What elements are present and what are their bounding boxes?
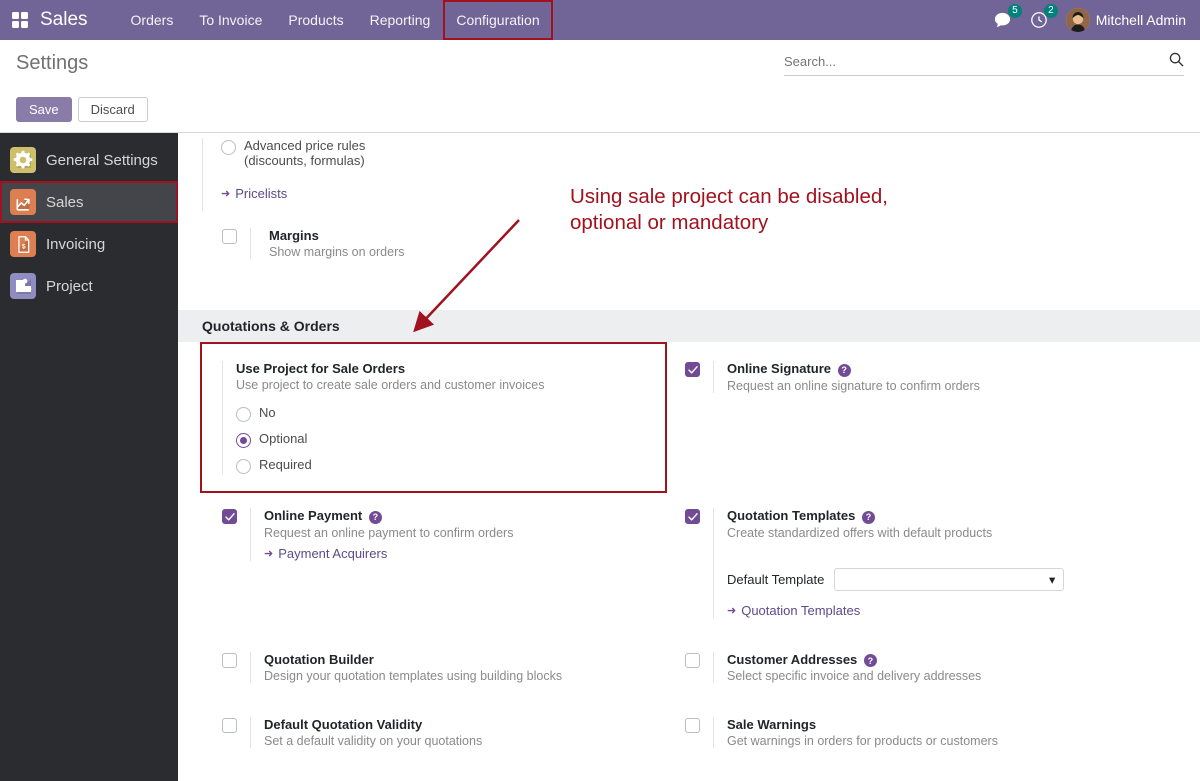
svg-text:$: $ xyxy=(22,243,26,250)
